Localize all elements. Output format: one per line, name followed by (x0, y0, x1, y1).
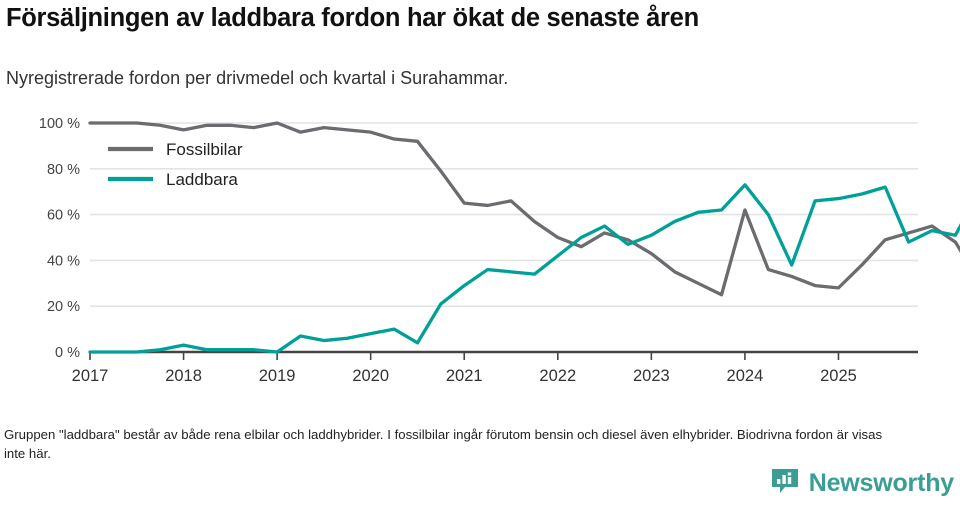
chart-svg: 0 % 20 % 40 % 60 % 80 % 100 % 2017 2018 2019 202… (39, 116, 960, 385)
x-axis-labels: 2017 2018 2019 2020 2021 2022 2023 2024 2025 (72, 367, 857, 385)
series-line-laddbara (88, 183, 960, 354)
x-axis-ticks (89, 352, 840, 360)
page-subtitle: Nyregistrerade fordon per drivmedel och … (6, 68, 509, 88)
y-tick-label: 40 % (47, 253, 80, 269)
y-tick-label: 60 % (47, 208, 80, 224)
page-title: Försäljningen av laddbara fordon har öka… (6, 4, 699, 32)
footnote: Gruppen "laddbara" består av både rena e… (4, 427, 883, 461)
x-tick-label: 2019 (259, 367, 296, 385)
gridlines (90, 122, 918, 307)
bar-chart-speech-bubble-icon (770, 466, 800, 501)
y-tick-label: 100 % (39, 116, 80, 132)
logo-wordmark: Newsworthy (808, 468, 954, 497)
x-tick-label: 2021 (446, 367, 483, 385)
x-tick-label: 2024 (727, 367, 764, 385)
line-chart: 0 % 20 % 40 % 60 % 80 % 100 % 2017 2018 2019 202… (0, 104, 960, 394)
x-tick-label: 2025 (820, 367, 857, 385)
series-line-fossilbilar (88, 121, 960, 297)
x-tick-label: 2018 (165, 367, 202, 385)
y-axis-labels: 0 % 20 % 40 % 60 % 80 % 100 % (39, 116, 80, 361)
x-tick-label: 2022 (539, 367, 576, 385)
newsworthy-logo: Newsworthy (770, 466, 954, 500)
y-tick-label: 20 % (47, 299, 80, 315)
chart-legend: Fossilbilar Laddbara (108, 140, 243, 189)
x-tick-label: 2023 (633, 367, 670, 385)
y-tick-label: 80 % (47, 162, 80, 178)
data-series (88, 121, 960, 354)
legend-label: Fossilbilar (166, 140, 243, 159)
legend-label: Laddbara (166, 170, 238, 189)
x-tick-label: 2017 (72, 367, 109, 385)
x-tick-label: 2020 (352, 367, 389, 385)
y-tick-label: 0 % (55, 345, 80, 361)
